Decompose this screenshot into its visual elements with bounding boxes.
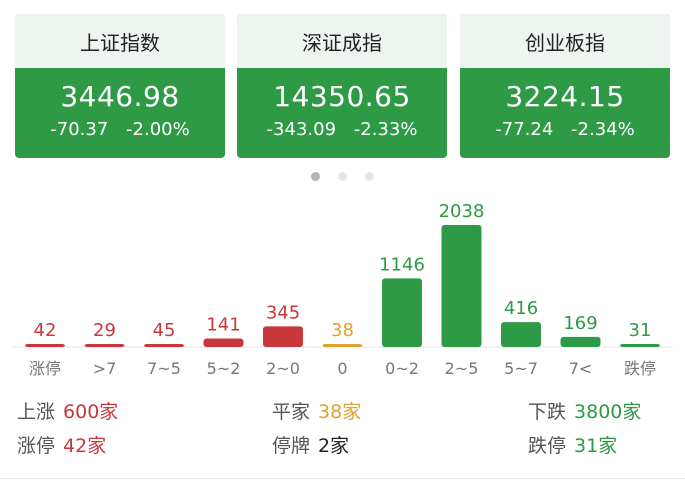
chart-bar[interactable] <box>441 225 482 347</box>
stat-suspended: 停牌 2家 <box>272 431 349 458</box>
category-label: >7 <box>93 359 117 378</box>
chart-bar[interactable] <box>560 336 601 347</box>
index-name: 深证成指 <box>237 14 447 68</box>
stat-label: 涨停 <box>17 435 56 457</box>
index-change-row: -343.09 -2.33% <box>237 119 447 140</box>
stat-value: 38家 <box>318 401 362 423</box>
category-label: 跌停 <box>624 359 656 378</box>
index-change-row: -77.24 -2.34% <box>460 119 670 140</box>
bar-value-label: 1146 <box>379 254 425 275</box>
bar-value-label: 141 <box>206 315 240 336</box>
chart-bar[interactable] <box>84 344 125 347</box>
stat-value: 42家 <box>63 435 107 457</box>
stat-label: 平家 <box>272 401 311 423</box>
bar-value-label: 416 <box>504 298 538 319</box>
chart-bar[interactable] <box>382 278 422 347</box>
index-percent: -2.33% <box>353 119 418 140</box>
index-name: 创业板指 <box>460 14 670 68</box>
bar-value-label: 31 <box>629 320 652 341</box>
index-percent: -2.00% <box>126 119 190 140</box>
page-dot[interactable] <box>311 172 320 181</box>
distribution-chart: 42 涨停 29 >7 45 7~5 141 5~2 345 2~0 38 0 1146 0~2 2038 2… <box>12 201 673 378</box>
index-card-chinext[interactable]: 创业板指 3224.15 -77.24 -2.34% <box>460 14 670 158</box>
market-stats: 上涨 600家 涨停 42家 平家 38家 停牌 2家 下跌 3800家 跌停 31家 <box>0 397 685 467</box>
chart-bar[interactable] <box>25 344 65 347</box>
stat-label: 下跌 <box>528 401 567 423</box>
bottom-divider <box>0 478 685 479</box>
category-label: 0 <box>337 359 347 378</box>
stat-limit-up: 涨停 42家 <box>17 431 106 458</box>
category-label: 2~5 <box>445 359 479 378</box>
index-change: -77.24 <box>495 119 554 140</box>
chart-bar[interactable] <box>322 344 363 347</box>
category-label: 7~5 <box>147 359 181 378</box>
page-indicator[interactable] <box>0 170 685 182</box>
bar-value-label: 45 <box>153 320 176 341</box>
index-cards: 上证指数 3446.98 -70.37 -2.00% 深证成指 14350.65… <box>15 14 670 158</box>
stat-label: 停牌 <box>272 435 311 457</box>
index-value: 14350.65 <box>273 80 411 113</box>
stat-label: 跌停 <box>528 435 567 457</box>
chart-bar[interactable] <box>203 338 244 347</box>
category-label: 0~2 <box>385 359 419 378</box>
index-name: 上证指数 <box>15 14 225 68</box>
stat-up: 上涨 600家 <box>17 397 118 424</box>
chart-bar[interactable] <box>144 344 184 347</box>
chart-bar[interactable] <box>620 344 660 347</box>
chart-bar[interactable] <box>501 322 541 347</box>
index-card-shanghai[interactable]: 上证指数 3446.98 -70.37 -2.00% <box>15 14 225 158</box>
index-change-row: -70.37 -2.00% <box>15 119 225 140</box>
stat-label: 上涨 <box>17 401 56 423</box>
chart-bar[interactable] <box>263 326 303 347</box>
bar-value-label: 29 <box>93 320 116 341</box>
stat-value: 31家 <box>574 435 618 457</box>
category-label: 5~7 <box>504 359 538 378</box>
bar-value-label: 42 <box>34 320 57 341</box>
page-dot[interactable] <box>338 172 347 181</box>
index-change: -70.37 <box>50 119 109 140</box>
stat-value: 3800家 <box>574 401 642 423</box>
index-value: 3224.15 <box>505 80 625 113</box>
bar-value-label: 38 <box>331 320 354 341</box>
stat-value: 2家 <box>318 435 350 457</box>
bar-value-label: 169 <box>563 313 597 334</box>
stat-limit-down: 跌停 31家 <box>528 431 617 458</box>
category-label: 涨停 <box>29 359 61 378</box>
bar-value-label: 345 <box>266 302 300 323</box>
index-card-shenzhen[interactable]: 深证成指 14350.65 -343.09 -2.33% <box>237 14 447 158</box>
index-value: 3446.98 <box>60 80 180 113</box>
bar-value-label: 2038 <box>439 201 485 222</box>
stat-down: 下跌 3800家 <box>528 397 641 424</box>
category-label: 7< <box>569 359 593 378</box>
category-label: 5~2 <box>207 359 241 378</box>
stat-flat: 平家 38家 <box>272 397 361 424</box>
category-label: 2~0 <box>266 359 300 378</box>
index-percent: -2.34% <box>571 119 635 140</box>
stat-value: 600家 <box>63 401 119 423</box>
page-dot[interactable] <box>365 172 374 181</box>
index-change: -343.09 <box>266 119 337 140</box>
